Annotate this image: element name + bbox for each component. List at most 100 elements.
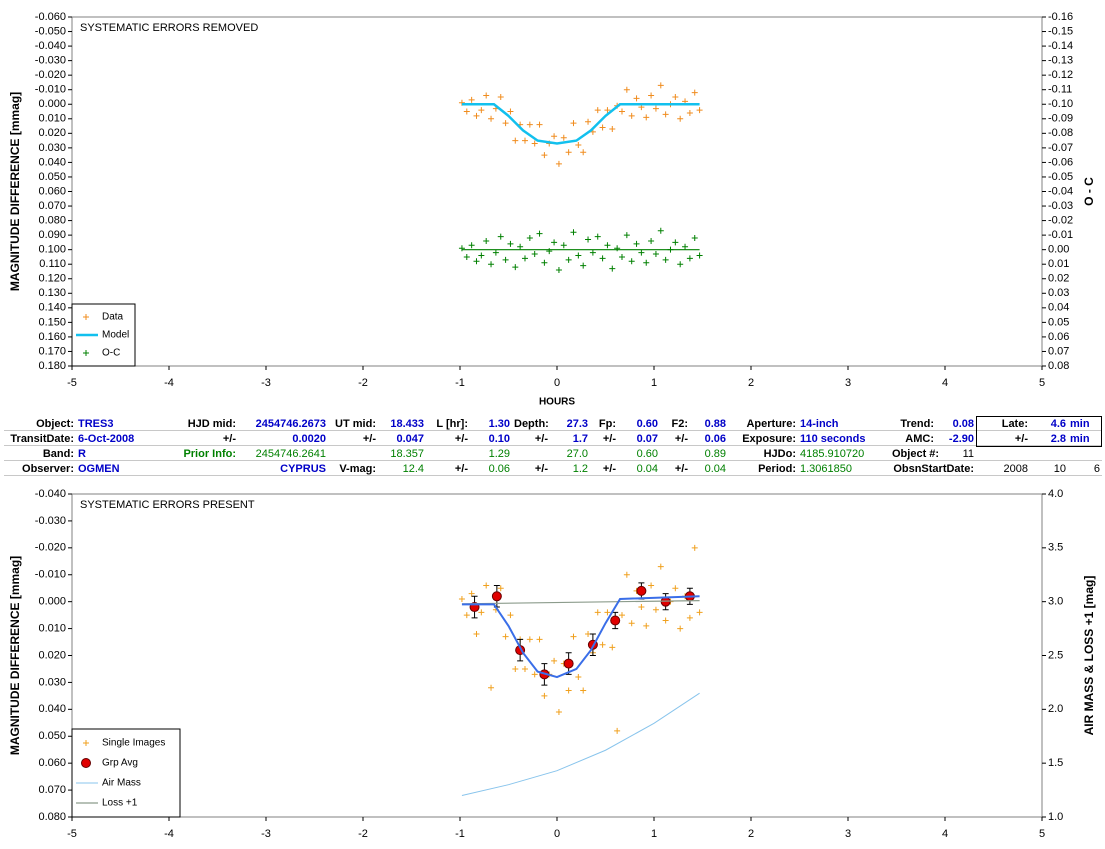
x-tick-label: 3 [845, 828, 851, 840]
table-cell: AMC: [890, 432, 936, 446]
y-tick-label: 0.130 [38, 287, 66, 299]
data-point [575, 674, 582, 681]
y-tick-label: -0.040 [35, 488, 66, 500]
x-tick-label: -2 [358, 377, 368, 389]
y-tick-label: 0.080 [38, 214, 66, 226]
table-cell: 0.60 [618, 417, 660, 431]
data-point [502, 633, 509, 640]
legend-marker [83, 350, 89, 356]
data-point [488, 684, 495, 691]
y2-tick-label: -0.05 [1048, 171, 1073, 183]
table-cell: 0.88 [690, 417, 728, 431]
table-cell: Exposure: [728, 432, 798, 446]
data-point [468, 242, 475, 249]
data-point [458, 595, 465, 602]
table-cell: 4185.910720 [798, 447, 890, 461]
data-point [677, 261, 684, 268]
y-tick-label: 0.050 [38, 171, 66, 183]
group-average [636, 585, 647, 596]
table-cell: 0.89 [690, 447, 728, 461]
y-tick-label: 0.040 [38, 156, 66, 168]
y2-tick-label: -0.14 [1048, 40, 1073, 52]
data-point [628, 620, 635, 627]
data-point [682, 243, 689, 250]
y2-tick-label: -0.03 [1048, 200, 1073, 212]
table-cell: +/- [426, 432, 470, 446]
y2-tick-label: -0.13 [1048, 55, 1073, 67]
data-point [628, 112, 635, 119]
data-point [643, 259, 650, 266]
data-point [614, 245, 621, 252]
y-tick-label: 0.100 [38, 244, 66, 256]
x-tick-label: -4 [164, 828, 174, 840]
legend-marker [83, 740, 89, 746]
y2-axis-label: O - C [1082, 177, 1096, 206]
y2-tick-label: -0.07 [1048, 142, 1073, 154]
table-cell: 1.7 [550, 432, 590, 446]
table-cell [590, 447, 618, 461]
table-cell: Band: [4, 447, 76, 461]
table-cell: 14-inch [798, 417, 890, 431]
y2-tick-label: -0.11 [1048, 84, 1072, 96]
data-point [677, 625, 684, 632]
table-cell: UT mid: [328, 417, 378, 431]
x-tick-label: -3 [261, 828, 271, 840]
table-cell: Late: [976, 417, 1030, 431]
table-cell [1068, 447, 1102, 461]
x-tick-label: -1 [455, 377, 465, 389]
table-cell: 0.60 [618, 447, 660, 461]
y-tick-label: 0.040 [38, 703, 66, 715]
data-point [686, 255, 693, 262]
y-tick-label: -0.010 [35, 84, 66, 96]
y-tick-label: -0.050 [35, 25, 66, 37]
chart-title: SYSTEMATIC ERRORS REMOVED [80, 22, 258, 34]
table-cell: +/- [976, 432, 1030, 446]
table-cell: +/- [660, 432, 690, 446]
data-point [478, 107, 485, 114]
table-cell: -2.90 [936, 432, 976, 446]
data-point [468, 96, 475, 103]
y-tick-label: -0.020 [35, 542, 66, 554]
y-tick-label: 0.070 [38, 784, 66, 796]
y2-tick-label: 0.08 [1048, 360, 1069, 372]
legend-label: Single Images [102, 738, 165, 749]
data-point [536, 636, 543, 643]
table-cell: 110 seconds [798, 432, 890, 446]
table-cell: Prior Info: [176, 447, 238, 461]
x-tick-label: 0 [554, 377, 560, 389]
y2-tick-label: 0.01 [1048, 258, 1069, 270]
data-point [662, 111, 669, 118]
data-point [458, 245, 465, 252]
table-cell: 0.04 [618, 462, 660, 476]
data-point [565, 149, 572, 156]
data-point [696, 107, 703, 114]
table-cell [936, 462, 976, 476]
data-point [570, 120, 577, 127]
y-tick-label: 0.090 [38, 229, 66, 241]
table-cell: Depth: [512, 418, 550, 431]
legend-label: Loss +1 [102, 798, 138, 809]
data-point [652, 251, 659, 258]
data-point [628, 258, 635, 265]
data-point [662, 256, 669, 263]
data-point [478, 609, 485, 616]
y-tick-label: 0.010 [38, 113, 66, 125]
data-point [521, 255, 528, 262]
table-cell: 1.30 [470, 417, 512, 431]
data-point [691, 235, 698, 242]
y2-tick-label: -0.09 [1048, 113, 1073, 125]
y-tick-label: 0.020 [38, 649, 66, 661]
data-point [521, 665, 528, 672]
table-cell: 0.06 [690, 432, 728, 446]
plot-area [71, 493, 1043, 818]
y2-tick-label: 1.0 [1048, 811, 1063, 823]
chart-title: SYSTEMATIC ERRORS PRESENT [80, 499, 255, 511]
data-point [648, 582, 655, 589]
y-tick-label: 0.020 [38, 127, 66, 139]
table-cell: 1.29 [470, 447, 512, 461]
data-point [512, 264, 519, 271]
table-cell: OGMEN [76, 462, 176, 476]
data-point [512, 665, 519, 672]
table-cell [976, 447, 1030, 461]
